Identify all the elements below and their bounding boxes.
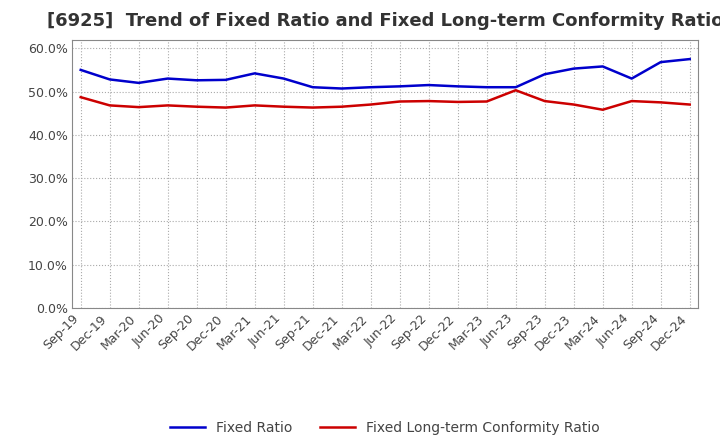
Fixed Ratio [541,72,549,77]
Fixed Long-term Conformity Ratio [76,95,85,100]
Fixed Long-term Conformity Ratio [511,88,520,93]
Fixed Ratio [482,84,491,90]
Fixed Long-term Conformity Ratio [424,99,433,104]
Fixed Long-term Conformity Ratio [541,99,549,104]
Fixed Ratio [366,84,375,90]
Fixed Long-term Conformity Ratio [395,99,404,104]
Fixed Long-term Conformity Ratio [338,104,346,109]
Fixed Long-term Conformity Ratio [482,99,491,104]
Fixed Ratio [163,76,172,81]
Fixed Ratio [105,77,114,82]
Fixed Long-term Conformity Ratio [251,103,259,108]
Fixed Ratio [192,77,201,83]
Fixed Ratio [570,66,578,71]
Fixed Ratio [598,64,607,69]
Fixed Long-term Conformity Ratio [192,104,201,109]
Fixed Long-term Conformity Ratio [105,103,114,108]
Fixed Long-term Conformity Ratio [308,105,317,110]
Fixed Long-term Conformity Ratio [135,104,143,110]
Fixed Long-term Conformity Ratio [627,99,636,104]
Legend: Fixed Ratio, Fixed Long-term Conformity Ratio: Fixed Ratio, Fixed Long-term Conformity … [165,415,606,440]
Fixed Ratio [395,84,404,89]
Fixed Ratio [221,77,230,82]
Fixed Ratio [338,86,346,91]
Fixed Ratio [657,59,665,65]
Fixed Long-term Conformity Ratio [454,99,462,105]
Line: Fixed Ratio: Fixed Ratio [81,59,690,88]
Fixed Ratio [454,84,462,89]
Fixed Ratio [627,76,636,81]
Fixed Ratio [685,56,694,62]
Fixed Ratio [279,76,288,81]
Fixed Ratio [424,82,433,88]
Fixed Ratio [135,80,143,85]
Line: Fixed Long-term Conformity Ratio: Fixed Long-term Conformity Ratio [81,90,690,110]
Fixed Long-term Conformity Ratio [598,107,607,112]
Fixed Long-term Conformity Ratio [221,105,230,110]
Fixed Long-term Conformity Ratio [366,102,375,107]
Fixed Long-term Conformity Ratio [657,100,665,105]
Fixed Long-term Conformity Ratio [570,102,578,107]
Fixed Ratio [511,84,520,90]
Fixed Ratio [76,67,85,73]
Fixed Long-term Conformity Ratio [685,102,694,107]
Fixed Ratio [251,71,259,76]
Fixed Long-term Conformity Ratio [163,103,172,108]
Title: [6925]  Trend of Fixed Ratio and Fixed Long-term Conformity Ratio: [6925] Trend of Fixed Ratio and Fixed Lo… [47,12,720,30]
Fixed Long-term Conformity Ratio [279,104,288,109]
Fixed Ratio [308,84,317,90]
